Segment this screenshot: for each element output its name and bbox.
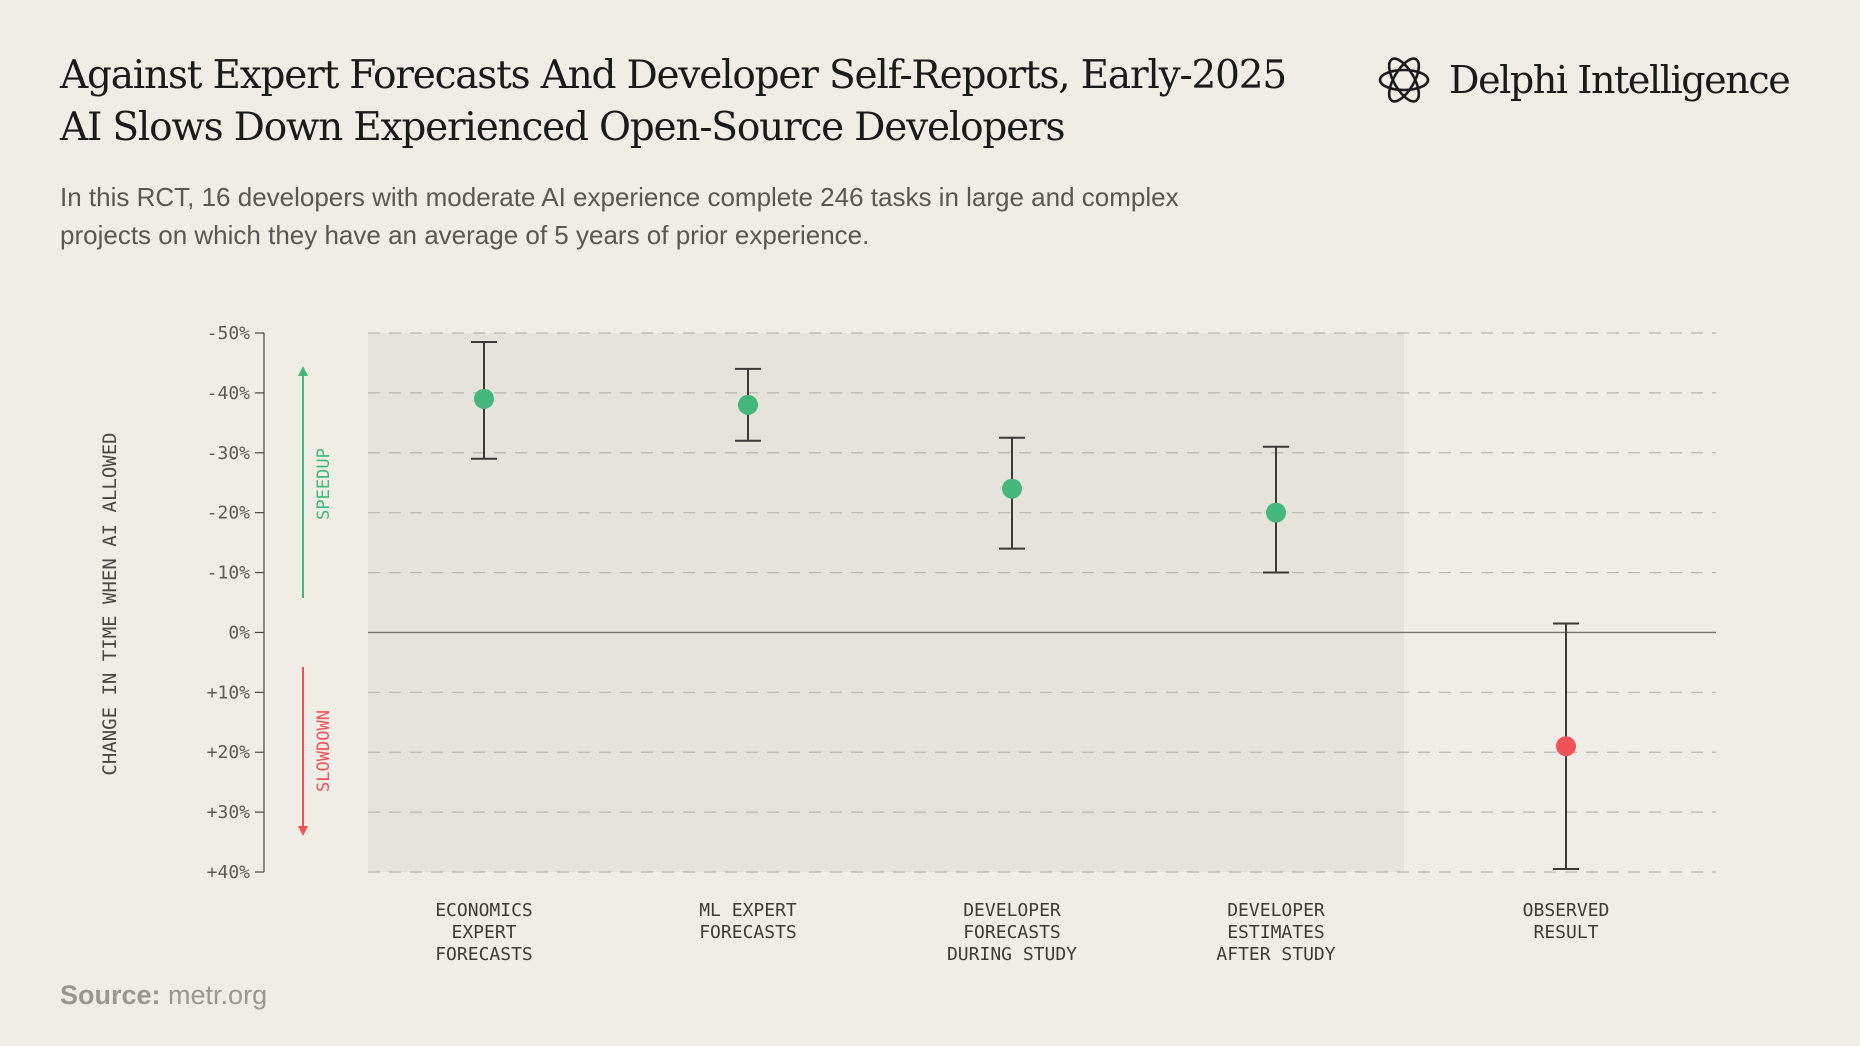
y-tick-label: +20%: [207, 742, 251, 763]
interlocking-rings-logo-icon: [1378, 57, 1430, 103]
chart-subtitle: In this RCT, 16 developers with moderate…: [60, 182, 1179, 250]
speedup-label: SPEEDUP: [314, 448, 334, 520]
x-category-label: DEVELOPER FORECASTS DURING STUDY: [947, 900, 1077, 965]
data-point: [738, 394, 758, 415]
chart-title: Against Expert Forecasts And Developer S…: [60, 53, 1287, 150]
data-point: [1556, 736, 1576, 757]
brand-logo: Delphi Intelligence: [1373, 48, 1791, 112]
brand-name: Delphi Intelligence: [1449, 58, 1791, 102]
y-tick-label: -10%: [207, 563, 251, 584]
data-point: [1266, 502, 1286, 523]
x-category-label: ECONOMICS EXPERT FORECASTS: [435, 900, 533, 965]
x-category-label: ML EXPERT FORECASTS: [699, 900, 797, 943]
x-category-label: OBSERVED RESULT: [1523, 900, 1610, 943]
speedup-arrow-head: [298, 366, 308, 376]
y-tick-label: +40%: [207, 862, 251, 883]
data-point: [1002, 478, 1022, 499]
y-axis-label: CHANGE IN TIME WHEN AI ALLOWED: [99, 432, 121, 775]
source-line: Source: metr.org: [60, 980, 267, 1011]
data-point: [474, 388, 494, 409]
source-value: metr.org: [168, 980, 268, 1010]
x-category-label: DEVELOPER ESTIMATES AFTER STUDY: [1216, 900, 1335, 965]
y-tick-label: 0%: [228, 622, 250, 643]
y-tick-label: -50%: [207, 323, 251, 344]
slowdown-arrow-head: [298, 826, 308, 836]
y-tick-label: +30%: [207, 802, 251, 823]
slowdown-label: SLOWDOWN: [314, 710, 334, 792]
y-tick-label: -40%: [207, 383, 251, 404]
y-tick-label: -30%: [207, 443, 251, 464]
source-label: Source:: [60, 980, 161, 1010]
forecast-shaded-region: [368, 333, 1404, 872]
y-tick-label: -20%: [207, 503, 251, 524]
y-tick-label: +10%: [207, 682, 251, 703]
